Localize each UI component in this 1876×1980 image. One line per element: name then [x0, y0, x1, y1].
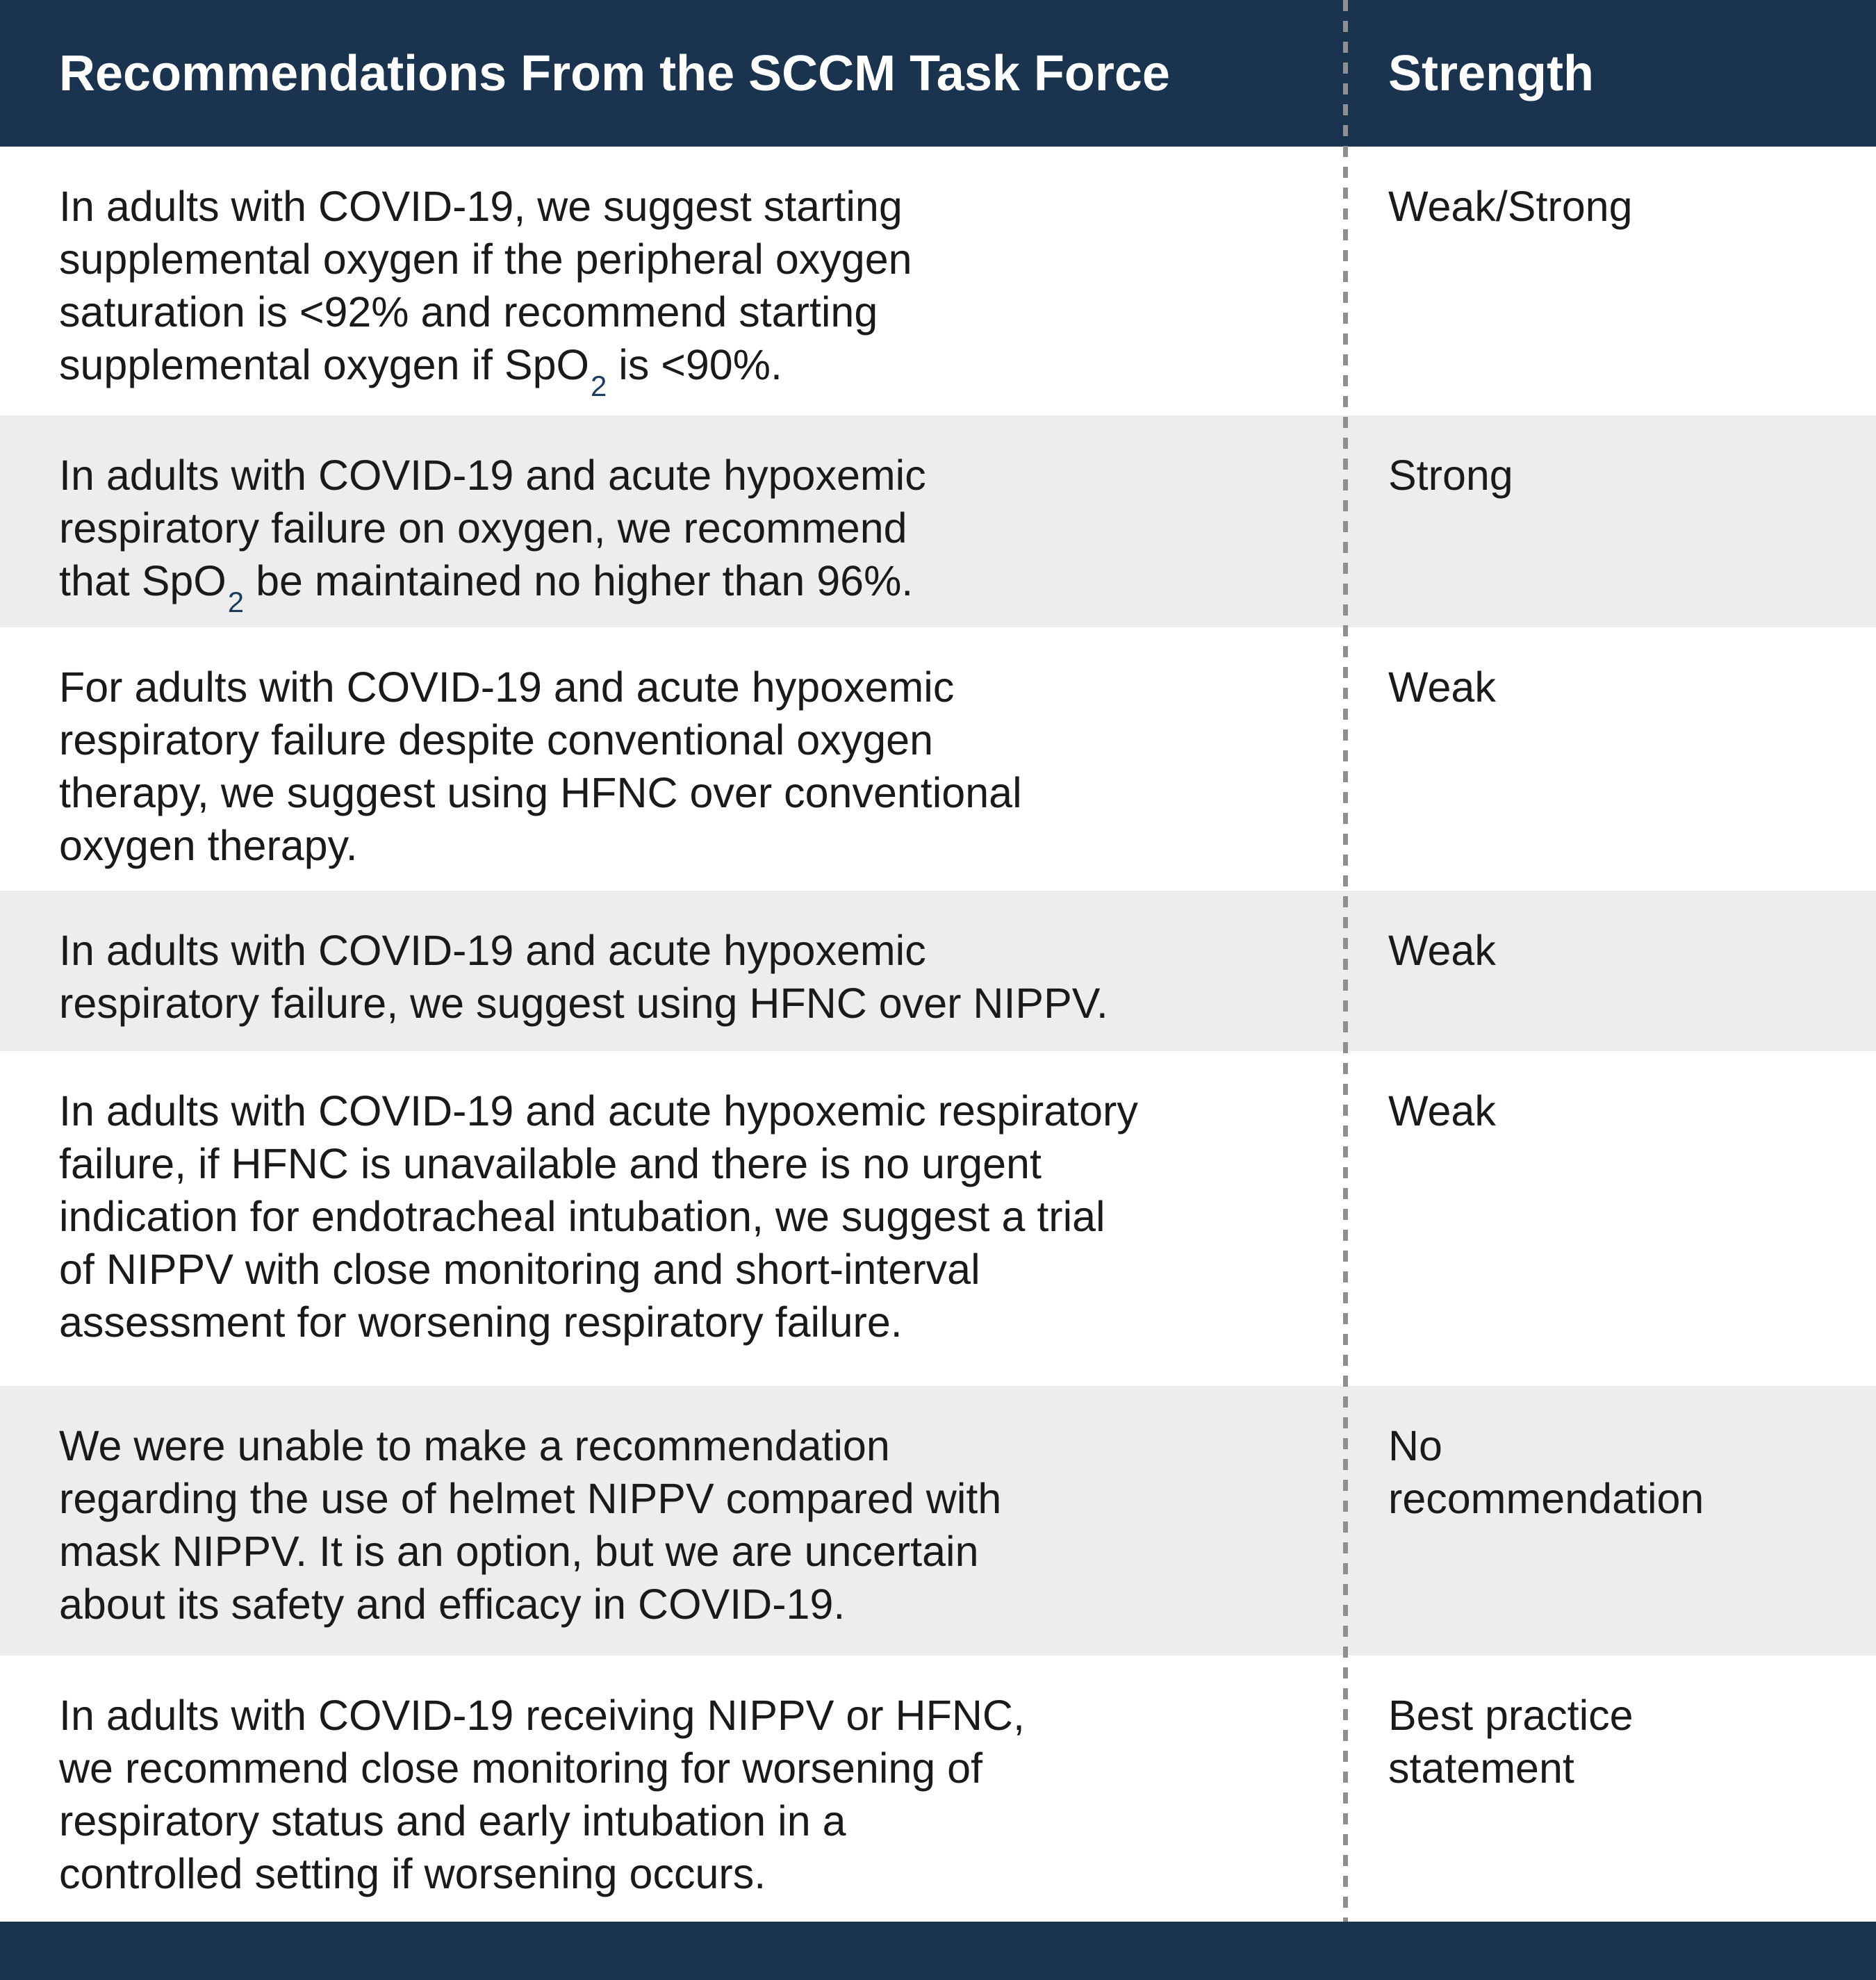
recommendation-text: regarding the use of helmet NIPPV compar… [59, 1475, 1002, 1522]
header-strength-label: Strength [1388, 45, 1594, 101]
subscript-2: 2 [590, 370, 607, 402]
recommendation-text: is <90%. [607, 341, 782, 388]
recommendation-text: of NIPPV with close monitoring and short… [59, 1246, 980, 1293]
recommendation-text: indication for endotracheal intubation, … [59, 1193, 1105, 1240]
recommendation-text: In adults with COVID-19 receiving NIPPV … [59, 1692, 1025, 1739]
column-divider [1343, 0, 1348, 1922]
recommendation-cell: We were unable to make a recommendation r… [0, 1386, 1345, 1656]
recommendation-text: respiratory failure on oxygen, we recomm… [59, 504, 907, 552]
recommendation-text: In adults with COVID-19 and acute hypoxe… [59, 452, 926, 499]
recommendation-text: respiratory status and early intubation … [59, 1797, 846, 1845]
recommendation-text: failure, if HFNC is unavailable and ther… [59, 1140, 1042, 1187]
table-row: We were unable to make a recommendation r… [0, 1386, 1876, 1656]
footer-bar [0, 1922, 1876, 1980]
recommendation-text: therapy, we suggest using HFNC over conv… [59, 769, 1022, 816]
recommendation-line: respiratory failure on oxygen, we recomm… [59, 502, 1269, 554]
header-recommendations-cell: Recommendations From the SCCM Task Force [0, 45, 1345, 102]
recommendation-cell: In adults with COVID-19 and acute hypoxe… [0, 891, 1345, 1051]
table-row: In adults with COVID-19, we suggest star… [0, 147, 1876, 415]
recommendation-text: mask NIPPV. It is an option, but we are … [59, 1528, 979, 1575]
table-row: In adults with COVID-19 and acute hypoxe… [0, 415, 1876, 627]
recommendation-line: supplemental oxygen if the peripheral ox… [59, 233, 1269, 286]
recommendation-line: In adults with COVID-19 and acute hypoxe… [59, 1084, 1269, 1137]
recommendation-line: In adults with COVID-19 and acute hypoxe… [59, 924, 1269, 977]
recommendation-cell: For adults with COVID-19 and acute hypox… [0, 627, 1345, 891]
recommendation-line: respiratory failure despite conventional… [59, 713, 1269, 766]
strength-cell: Weak [1388, 1087, 1496, 1135]
recommendation-text: In adults with COVID-19, we suggest star… [59, 183, 903, 230]
recommendation-line: In adults with COVID-19, we suggest star… [59, 180, 1269, 233]
recommendation-text: supplemental oxygen if SpO [59, 341, 589, 388]
strength-cell: Weak/Strong [1388, 183, 1633, 230]
strength-cell: Best practice statement [1388, 1692, 1634, 1792]
table-header-row: Recommendations From the SCCM Task Force… [0, 0, 1876, 147]
recommendation-line: oxygen therapy. [59, 819, 1269, 872]
table-row: In adults with COVID-19 and acute hypoxe… [0, 891, 1876, 1051]
subscript-2: 2 [227, 586, 245, 618]
recommendation-line: therapy, we suggest using HFNC over conv… [59, 766, 1269, 819]
recommendation-line: assessment for worsening respiratory fai… [59, 1296, 1269, 1348]
recommendation-text: controlled setting if worsening occurs. [59, 1850, 766, 1897]
recommendation-text: respiratory failure despite conventional… [59, 716, 934, 764]
recommendation-text: about its safety and efficacy in COVID-1… [59, 1581, 846, 1628]
recommendation-cell: In adults with COVID-19 and acute hypoxe… [0, 1051, 1345, 1386]
recommendation-line: respiratory failure, we suggest using HF… [59, 977, 1269, 1030]
recommendation-line: failure, if HFNC is unavailable and ther… [59, 1137, 1269, 1190]
recommendation-line: regarding the use of helmet NIPPV compar… [59, 1472, 1269, 1525]
recommendation-text: supplemental oxygen if the peripheral ox… [59, 236, 912, 283]
recommendation-text: In adults with COVID-19 and acute hypoxe… [59, 1087, 1138, 1135]
recommendation-line: respiratory status and early intubation … [59, 1795, 1269, 1847]
recommendation-text: saturation is <92% and recommend startin… [59, 288, 878, 336]
strength-cell: Weak [1388, 663, 1496, 711]
strength-cell: No recommendation [1388, 1422, 1704, 1522]
recommendation-line: In adults with COVID-19 receiving NIPPV … [59, 1689, 1269, 1742]
recommendation-text: oxygen therapy. [59, 822, 358, 869]
recommendation-line: we recommend close monitoring for worsen… [59, 1742, 1269, 1795]
recommendation-line: supplemental oxygen if SpO2 is <90%. [59, 338, 1269, 402]
recommendation-line: We were unable to make a recommendation [59, 1419, 1269, 1472]
recommendation-text: For adults with COVID-19 and acute hypox… [59, 663, 955, 711]
strength-cell: Strong [1388, 452, 1513, 499]
recommendation-text: respiratory failure, we suggest using HF… [59, 980, 1108, 1027]
table-row: For adults with COVID-19 and acute hypox… [0, 627, 1876, 891]
table-row: In adults with COVID-19 and acute hypoxe… [0, 1051, 1876, 1386]
recommendation-text: we recommend close monitoring for worsen… [59, 1744, 983, 1792]
recommendation-cell: In adults with COVID-19 receiving NIPPV … [0, 1656, 1345, 1922]
recommendation-cell: In adults with COVID-19, we suggest star… [0, 147, 1345, 415]
strength-cell: Weak [1388, 927, 1496, 974]
recommendation-line: indication for endotracheal intubation, … [59, 1190, 1269, 1243]
recommendation-text: In adults with COVID-19 and acute hypoxe… [59, 927, 926, 974]
recommendation-line: controlled setting if worsening occurs. [59, 1847, 1269, 1900]
recommendation-text: We were unable to make a recommendation [59, 1422, 890, 1469]
recommendation-text: that SpO [59, 557, 227, 604]
header-recommendations-label: Recommendations From the SCCM Task Force [59, 45, 1170, 101]
recommendation-line: mask NIPPV. It is an option, but we are … [59, 1525, 1269, 1578]
recommendation-cell: In adults with COVID-19 and acute hypoxe… [0, 415, 1345, 627]
table-row: In adults with COVID-19 receiving NIPPV … [0, 1656, 1876, 1922]
table-rows: In adults with COVID-19, we suggest star… [0, 147, 1876, 1922]
recommendation-text: assessment for worsening respiratory fai… [59, 1298, 903, 1346]
recommendation-line: that SpO2 be maintained no higher than 9… [59, 554, 1269, 618]
header-strength-cell: Strength [1345, 45, 1804, 102]
recommendation-line: In adults with COVID-19 and acute hypoxe… [59, 449, 1269, 502]
recommendation-line: of NIPPV with close monitoring and short… [59, 1243, 1269, 1296]
recommendation-line: saturation is <92% and recommend startin… [59, 286, 1269, 338]
recommendation-text: be maintained no higher than 96%. [244, 557, 914, 604]
recommendation-line: about its safety and efficacy in COVID-1… [59, 1578, 1269, 1631]
recommendation-line: For adults with COVID-19 and acute hypox… [59, 661, 1269, 713]
